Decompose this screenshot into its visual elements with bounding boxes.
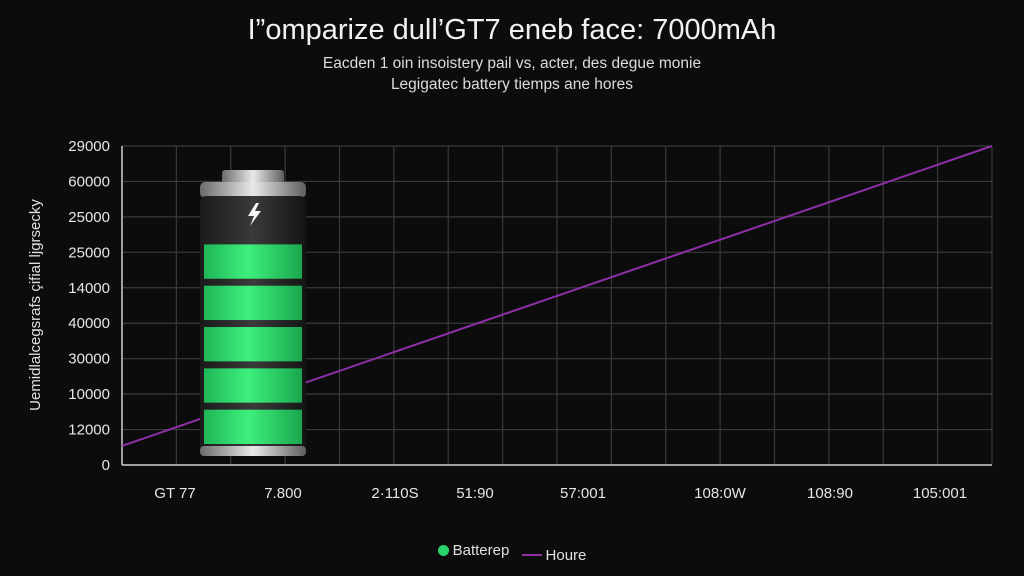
y-tick-label: 25000	[68, 209, 110, 226]
battery-top-cap	[200, 182, 306, 198]
axes	[121, 146, 992, 466]
legend-item-batterep: Batterep	[437, 542, 510, 559]
y-tick-label: 40000	[68, 315, 110, 332]
chart-title: I”omparize dull’GT7 eneb face: 7000mAh	[247, 14, 777, 46]
x-tick-label: 108:90	[807, 485, 853, 502]
lightning-bolt-icon	[248, 203, 261, 226]
y-tick-label: 25000	[68, 244, 110, 261]
y-tick-label: 10000	[68, 386, 110, 403]
x-tick-label: 105:001	[913, 485, 967, 502]
legend-label-batterep: Batterep	[452, 542, 510, 559]
battery-charge-cell	[204, 368, 302, 403]
chart-subtitle-2: Legigatec battery tiemps ane hores	[390, 76, 634, 93]
x-tick-label: 51:90	[456, 485, 494, 502]
y-tick-label: 30000	[68, 351, 110, 368]
battery-bottom-cap	[200, 446, 306, 456]
battery-charge-cell	[204, 285, 302, 321]
legend: Batterep Houre	[0, 542, 1024, 564]
battery-terminal	[222, 170, 284, 184]
legend-line-icon	[521, 554, 542, 556]
y-tick-label: 29000	[68, 138, 110, 155]
y-tick-label: 12000	[68, 422, 110, 439]
y-tick-label: 14000	[68, 280, 110, 297]
battery-charge-cell	[204, 244, 302, 279]
legend-item-houre: Houre	[521, 546, 587, 564]
x-tick-label: 7.800	[264, 485, 302, 502]
legend-dot-icon	[437, 545, 449, 556]
x-tick-label: 57:001	[560, 485, 606, 502]
y-tick-label: 0	[102, 457, 110, 474]
legend-label-houre: Houre	[545, 546, 587, 564]
battery-charge-cell	[204, 409, 302, 444]
y-axis-label: Uemidlalcegsrafs çifial ljgrsecky	[27, 199, 44, 411]
chart-subtitle-1: Eacden 1 oin insoistery pail vs, acter, …	[322, 55, 702, 72]
x-tick-label: 108:0W	[694, 485, 747, 502]
battery-icon	[200, 170, 306, 456]
x-tick-label: 2·110S	[371, 485, 418, 502]
battery-charge-cell	[204, 327, 302, 362]
x-tick-label: GT 77	[154, 485, 195, 502]
y-tick-label: 60000	[68, 173, 110, 190]
